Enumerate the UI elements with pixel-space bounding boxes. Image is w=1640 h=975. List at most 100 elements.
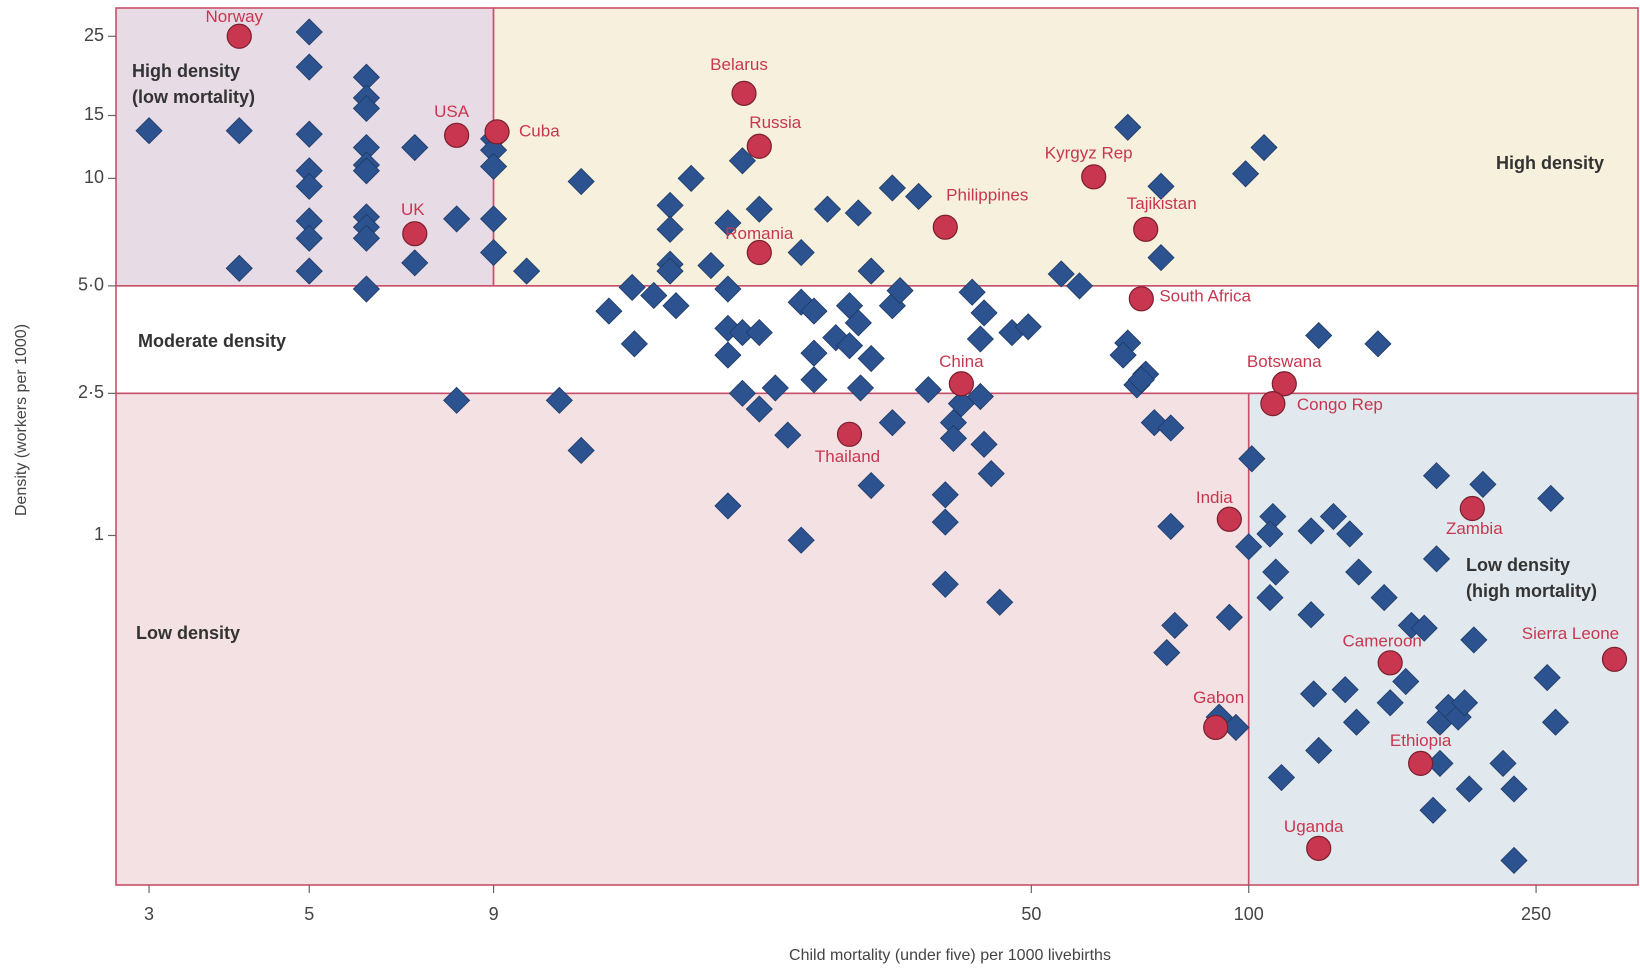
diamond-point — [1215, 603, 1243, 631]
point-label: India — [1196, 488, 1233, 507]
diamond-point — [1157, 414, 1185, 442]
point-label: China — [939, 352, 984, 371]
region-label: (high mortality) — [1466, 581, 1597, 601]
diamond-point — [567, 167, 595, 196]
diamond-point — [135, 117, 163, 145]
diamond-point — [640, 281, 668, 310]
diamond-point — [1331, 676, 1359, 704]
diamond-point — [480, 238, 508, 267]
diamond-point — [352, 224, 380, 252]
diamond-point — [401, 249, 429, 277]
highlight-point — [1601, 646, 1628, 672]
y-tick-label: 2·5 — [78, 382, 104, 402]
diamond-point — [1500, 846, 1528, 875]
diamond-point — [1392, 667, 1420, 696]
diamond-point — [225, 254, 253, 282]
diamond-point — [931, 508, 959, 536]
diamond-point — [1127, 366, 1155, 394]
diamond-point — [1422, 462, 1451, 490]
diamond-point — [697, 251, 725, 280]
point-label: Thailand — [815, 447, 880, 466]
diamond-point — [844, 309, 872, 337]
x-tick-label: 9 — [489, 904, 499, 924]
region-label: Moderate density — [138, 331, 286, 351]
diamond-point — [1410, 614, 1438, 642]
diamond-point — [1455, 775, 1483, 803]
diamond-point — [1419, 796, 1447, 824]
highlight-point — [1216, 506, 1242, 532]
diamond-point — [480, 205, 508, 233]
diamond-point — [1489, 749, 1517, 777]
diamond-point — [225, 117, 253, 145]
diamond-point — [1537, 484, 1565, 512]
diamond-point — [1300, 680, 1328, 708]
diamond-point — [1065, 272, 1094, 300]
point-label: South Africa — [1159, 286, 1251, 305]
highlight-point — [1203, 714, 1229, 741]
diamond-point — [1422, 545, 1451, 573]
diamond-point — [787, 526, 815, 554]
diamond-point — [1267, 763, 1296, 792]
region-label: Low density — [1466, 555, 1570, 575]
x-tick-label: 250 — [1521, 904, 1551, 924]
point-label: Belarus — [710, 55, 768, 74]
diamond-point — [656, 215, 684, 243]
diamond-point — [1297, 601, 1325, 629]
diamond-point — [905, 182, 933, 211]
diamond-point — [914, 376, 942, 404]
diamond-point — [966, 382, 994, 411]
diamond-point — [745, 195, 773, 223]
diamond-point — [513, 257, 541, 285]
diamond-point — [352, 94, 380, 122]
point-label: Zambia — [1446, 519, 1503, 538]
highlight-point — [1128, 286, 1154, 312]
point-label: Russia — [749, 113, 802, 132]
diamond-point — [1533, 664, 1561, 692]
point-label: Norway — [205, 7, 263, 26]
diamond-point — [1541, 708, 1570, 736]
highlight-point — [226, 23, 252, 49]
diamond-point — [618, 273, 646, 301]
diamond-point — [846, 374, 875, 402]
highlight-point — [1260, 391, 1286, 417]
diamond-point — [1157, 512, 1185, 541]
x-tick-label: 3 — [144, 904, 154, 924]
diamond-point — [295, 53, 323, 81]
diamond-point — [878, 174, 906, 202]
diamond-point — [787, 238, 815, 267]
highlight-point — [836, 421, 863, 447]
diamond-point — [295, 224, 323, 252]
diamond-point — [774, 421, 802, 449]
y-tick-label: 25 — [84, 25, 104, 45]
point-label: Cameroon — [1343, 631, 1422, 650]
highlight-point — [731, 80, 757, 106]
highlight-point — [1459, 495, 1485, 522]
diamond-point — [857, 257, 885, 285]
diamond-point — [1235, 533, 1263, 561]
diamond-point — [1114, 113, 1142, 141]
diamond-point — [1256, 584, 1284, 612]
diamond-point — [813, 195, 842, 223]
highlight-point — [746, 133, 772, 159]
highlight-point — [1271, 371, 1297, 397]
diamond-point — [745, 319, 773, 347]
y-tick-label: 15 — [84, 104, 104, 124]
x-axis-label: Child mortality (under five) per 1000 li… — [789, 947, 1111, 964]
y-tick-label: 10 — [84, 167, 104, 187]
diamond-point — [545, 386, 573, 414]
diamond-point — [970, 430, 998, 458]
diamond-point — [1232, 160, 1260, 188]
x-tick-label: 100 — [1234, 904, 1264, 924]
diamond-point — [1370, 584, 1398, 612]
region — [115, 392, 1250, 886]
diamond-point — [745, 395, 773, 423]
diamond-point — [656, 257, 684, 285]
diamond-point — [662, 292, 690, 320]
point-label: Philippines — [946, 186, 1028, 205]
diamond-point — [939, 424, 967, 452]
y-axis-label: Density (workers per 1000) — [13, 324, 30, 516]
diamond-point — [1305, 736, 1333, 765]
diamond-point — [966, 325, 994, 353]
diamond-point — [931, 570, 959, 598]
